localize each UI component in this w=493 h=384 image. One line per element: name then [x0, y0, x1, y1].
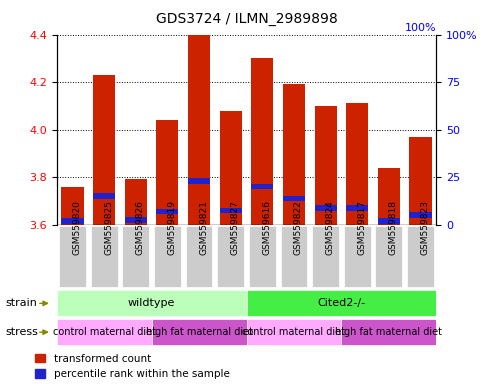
- Bar: [378, 218, 400, 224]
- Text: high fat maternal diet: high fat maternal diet: [145, 327, 252, 337]
- Bar: [251, 58, 274, 225]
- FancyBboxPatch shape: [281, 226, 308, 287]
- FancyBboxPatch shape: [57, 290, 246, 316]
- Bar: [125, 179, 147, 225]
- Text: GSM559823: GSM559823: [421, 200, 429, 255]
- Text: GSM559825: GSM559825: [104, 200, 113, 255]
- FancyBboxPatch shape: [312, 226, 339, 287]
- Bar: [188, 35, 210, 225]
- Text: high fat maternal diet: high fat maternal diet: [335, 327, 442, 337]
- FancyBboxPatch shape: [344, 226, 371, 287]
- FancyBboxPatch shape: [59, 226, 86, 287]
- Text: stress: stress: [5, 327, 38, 337]
- Text: GSM559819: GSM559819: [168, 200, 176, 255]
- Bar: [156, 209, 178, 214]
- Text: control maternal diet: control maternal diet: [243, 327, 346, 337]
- Bar: [283, 84, 305, 225]
- Bar: [93, 193, 115, 199]
- FancyBboxPatch shape: [91, 226, 118, 287]
- Text: 100%: 100%: [405, 23, 436, 33]
- Bar: [62, 187, 84, 225]
- FancyBboxPatch shape: [185, 226, 212, 287]
- FancyBboxPatch shape: [375, 226, 402, 287]
- Text: GSM559827: GSM559827: [231, 200, 240, 255]
- Bar: [219, 111, 242, 225]
- Bar: [409, 212, 431, 218]
- Bar: [346, 205, 368, 211]
- Bar: [188, 178, 210, 184]
- Text: Cited2-/-: Cited2-/-: [317, 298, 365, 308]
- FancyBboxPatch shape: [407, 226, 434, 287]
- FancyBboxPatch shape: [246, 319, 341, 345]
- FancyBboxPatch shape: [246, 290, 436, 316]
- Bar: [219, 207, 242, 213]
- Text: control maternal diet: control maternal diet: [53, 327, 156, 337]
- FancyBboxPatch shape: [154, 226, 181, 287]
- Bar: [251, 184, 274, 189]
- FancyBboxPatch shape: [122, 226, 149, 287]
- FancyBboxPatch shape: [152, 319, 246, 345]
- Text: wildtype: wildtype: [128, 298, 176, 308]
- Bar: [283, 196, 305, 201]
- Text: GSM559824: GSM559824: [325, 200, 335, 255]
- Text: GSM559818: GSM559818: [389, 200, 398, 255]
- Bar: [315, 205, 337, 211]
- Text: GSM559821: GSM559821: [199, 200, 208, 255]
- Bar: [125, 217, 147, 223]
- Text: GSM559817: GSM559817: [357, 200, 366, 255]
- Bar: [156, 120, 178, 225]
- Bar: [62, 218, 84, 224]
- Legend: transformed count, percentile rank within the sample: transformed count, percentile rank withi…: [35, 354, 229, 379]
- Text: GSM559826: GSM559826: [136, 200, 145, 255]
- Text: GDS3724 / ILMN_2989898: GDS3724 / ILMN_2989898: [156, 12, 337, 25]
- FancyBboxPatch shape: [217, 226, 244, 287]
- Text: GSM559822: GSM559822: [294, 200, 303, 255]
- Bar: [93, 75, 115, 225]
- Bar: [346, 103, 368, 225]
- Bar: [378, 167, 400, 225]
- Text: GSM559616: GSM559616: [262, 200, 271, 255]
- Bar: [409, 137, 431, 225]
- FancyBboxPatch shape: [341, 319, 436, 345]
- Text: GSM559820: GSM559820: [72, 200, 81, 255]
- FancyBboxPatch shape: [249, 226, 276, 287]
- Bar: [315, 106, 337, 225]
- FancyBboxPatch shape: [57, 319, 152, 345]
- Text: strain: strain: [5, 298, 37, 308]
